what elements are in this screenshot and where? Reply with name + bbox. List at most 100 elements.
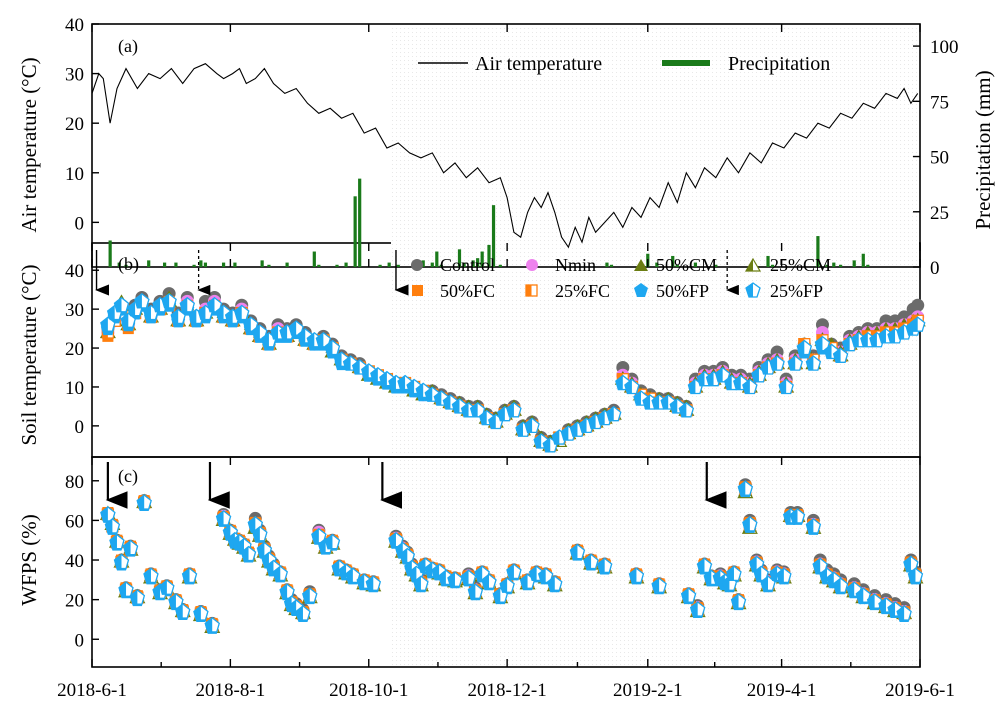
marker-25fp-half (114, 297, 122, 312)
y-tick-label: 30 (65, 300, 84, 321)
marker-25fp-half (690, 602, 698, 617)
marker-25fp-half (661, 395, 669, 410)
precip-bar (866, 264, 870, 267)
legend-50fc-label: 50%FC (440, 281, 495, 301)
marker-25fp-half (851, 332, 859, 347)
legend-control-label: Control (440, 255, 495, 275)
panel-c-frame (91, 456, 921, 668)
legend-nmin-label: Nmin (555, 255, 596, 275)
marker-25fp-half (339, 564, 347, 579)
marker-25fp-half (119, 582, 127, 597)
precip-bar (852, 260, 856, 267)
legend-25fc-label: 25%FC (555, 281, 610, 301)
precip-bar (378, 264, 382, 267)
marker-25fp-half (697, 558, 705, 573)
legend-50fp-label: 50%FP (656, 281, 709, 301)
marker-25fp-half (171, 309, 179, 324)
legend-25cm-label: 25%CM (770, 255, 831, 275)
precip-bar (693, 262, 698, 267)
marker-25fp-half (615, 375, 623, 390)
marker-25fp-half (280, 324, 288, 339)
x-tick-label: 2018-8-1 (196, 680, 266, 701)
marker-25fp-half (738, 481, 746, 496)
marker-25fp-half (751, 367, 759, 382)
marker-25fp-half (137, 495, 145, 510)
marker-25fp-half (869, 332, 877, 347)
x-tick-label: 2019-4-1 (747, 680, 817, 701)
precip-bar (344, 262, 348, 267)
marker-25fp-half (520, 574, 528, 589)
marker-25fp-half (500, 578, 508, 593)
marker-25fp-half (123, 540, 131, 555)
marker-25fp-half (742, 516, 750, 531)
legend-50cm-marker (634, 259, 648, 271)
marker-25fp-half (162, 293, 170, 308)
legend-25cm-half (746, 259, 753, 271)
marker-25fp-half (409, 566, 417, 581)
marker-25fp-half (289, 600, 297, 615)
precip-bar (435, 251, 439, 267)
marker-25fp-half (416, 383, 424, 398)
precip-bar (162, 262, 167, 267)
marker-25fp-half (261, 332, 269, 347)
marker-25fp-half (688, 379, 696, 394)
marker-25fp-half (516, 422, 524, 437)
marker-25fp-half (761, 360, 769, 375)
marker-25fp-half (597, 558, 605, 573)
precip-bar (174, 262, 178, 267)
y-tick-label: 0 (75, 417, 85, 438)
panel-a-frame (91, 23, 921, 268)
precip-bar (233, 262, 237, 267)
marker-25fp-half (345, 568, 353, 583)
marker-25fp-half (588, 414, 596, 429)
marker-25fp-half (325, 340, 333, 355)
marker-25fp-half (175, 604, 183, 619)
precip-bar (457, 249, 462, 267)
marker-25fp-half (538, 568, 546, 583)
marker-25fp-half (561, 426, 569, 441)
marker-25fp-half (497, 406, 505, 421)
marker-25fp-half (205, 617, 213, 632)
marker-25fp-half (143, 305, 151, 320)
legend-25fp-half (746, 283, 753, 297)
marker-25fp-half (819, 568, 827, 583)
marker-25fp-half (597, 410, 605, 425)
y-tick-label-a: 30 (65, 65, 84, 86)
marker-25fp-half (790, 508, 798, 523)
marker-25fp-half (248, 516, 256, 531)
x-tick-label: 2019-2-1 (613, 680, 683, 701)
marker-25fp-half (302, 588, 310, 603)
precip-bar (476, 258, 480, 267)
marker-25fp-half (130, 590, 138, 605)
marker-25fp-half (438, 570, 446, 585)
marker-25fp-half (318, 538, 326, 553)
marker-25fp-half (788, 356, 796, 371)
precip-bar (124, 264, 128, 267)
precip-bar (861, 253, 865, 267)
marker-25fp-half (488, 414, 496, 429)
marker-25fp-half (261, 552, 269, 567)
marker-25fp-half (180, 297, 188, 312)
marker-25fp-half (443, 395, 451, 410)
marker-25fp-half (584, 554, 592, 569)
y2-tick-label-a: 50 (930, 148, 949, 169)
marker-25fp-half (100, 317, 108, 332)
marker-25fp-half (824, 344, 832, 359)
marker-25fp-half (168, 594, 176, 609)
marker-25fp-half (109, 534, 117, 549)
shade-b (391, 269, 919, 456)
marker-25fp-half (234, 305, 242, 320)
marker-25fp-half (432, 564, 440, 579)
legend-50cm-label: 50%CM (656, 255, 717, 275)
marker-25fp-half (107, 305, 115, 320)
precip-bar (766, 255, 770, 267)
legend-50fc-marker (412, 285, 423, 296)
shade-a (391, 26, 919, 266)
marker-25fp-half (243, 317, 251, 332)
marker-25fp-half (481, 574, 489, 589)
precip-bar (480, 251, 484, 267)
legend-air-label: Air temperature (475, 53, 602, 75)
marker-25fp-half (470, 402, 478, 417)
ylabel-b: Soil temperature (°C) (17, 264, 41, 445)
